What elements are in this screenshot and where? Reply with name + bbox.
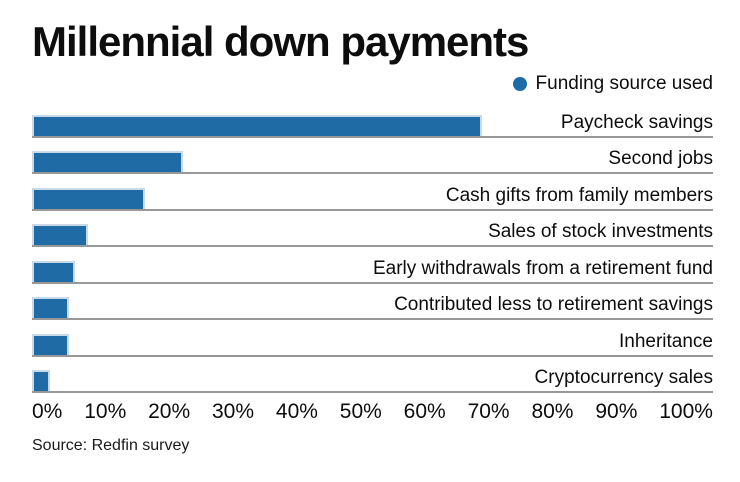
bar-label: Early withdrawals from a retirement fund <box>372 257 713 279</box>
x-axis-tick-label: 20% <box>148 400 191 424</box>
chart-row-4: Sales of stock investments <box>32 211 713 248</box>
legend-label: Funding source used <box>535 73 713 95</box>
bar <box>32 297 69 319</box>
x-axis-tick-label: 100% <box>659 400 713 424</box>
source-attribution: Source: Redfin survey <box>32 437 190 455</box>
bar-label: Second jobs <box>608 148 713 170</box>
x-axis-tick-label: 10% <box>84 400 127 424</box>
bar <box>32 151 184 173</box>
x-axis-tick-label: 50% <box>339 400 382 424</box>
bar <box>32 224 88 246</box>
chart-row-7: Inheritance <box>32 320 713 357</box>
bar <box>32 114 483 136</box>
bar <box>32 260 76 282</box>
bar <box>32 333 69 355</box>
bar-label: Sales of stock investments <box>488 221 713 243</box>
legend: Funding source used <box>32 73 713 95</box>
x-axis-tick-label: 30% <box>212 400 255 424</box>
chart-title: Millennial down payments <box>32 18 529 65</box>
legend-dot-icon <box>512 77 527 92</box>
x-axis-tick-label: 80% <box>531 400 574 424</box>
bar-label: Contributed less to retirement savings <box>394 294 713 316</box>
x-axis-tick-label: 0% <box>32 400 63 424</box>
x-axis-tick-label: 60% <box>403 400 446 424</box>
bar-label: Cash gifts from family members <box>445 184 713 206</box>
chart-row-1: Paycheck savings <box>32 101 713 138</box>
chart-row-5: Early withdrawals from a retirement fund <box>32 247 713 284</box>
x-axis-tick-label: 70% <box>467 400 510 424</box>
chart-row-3: Cash gifts from family members <box>32 174 713 211</box>
bar-label: Cryptocurrency sales <box>534 367 713 389</box>
bar-chart: Paycheck savings Second jobs Cash gifts … <box>32 101 713 394</box>
chart-row-8: Cryptocurrency sales <box>32 357 713 394</box>
x-axis: 0% 10% 20% 30% 40% 50% 60% 70% 80% 90% 1… <box>32 400 713 424</box>
bar-label: Inheritance <box>618 330 713 352</box>
chart-row-6: Contributed less to retirement savings <box>32 284 713 321</box>
bar <box>32 187 146 209</box>
bar-label: Paycheck savings <box>560 111 713 133</box>
bar <box>32 370 50 392</box>
x-axis-tick-label: 90% <box>595 400 638 424</box>
chart-row-2: Second jobs <box>32 138 713 175</box>
x-axis-tick-label: 40% <box>275 400 318 424</box>
